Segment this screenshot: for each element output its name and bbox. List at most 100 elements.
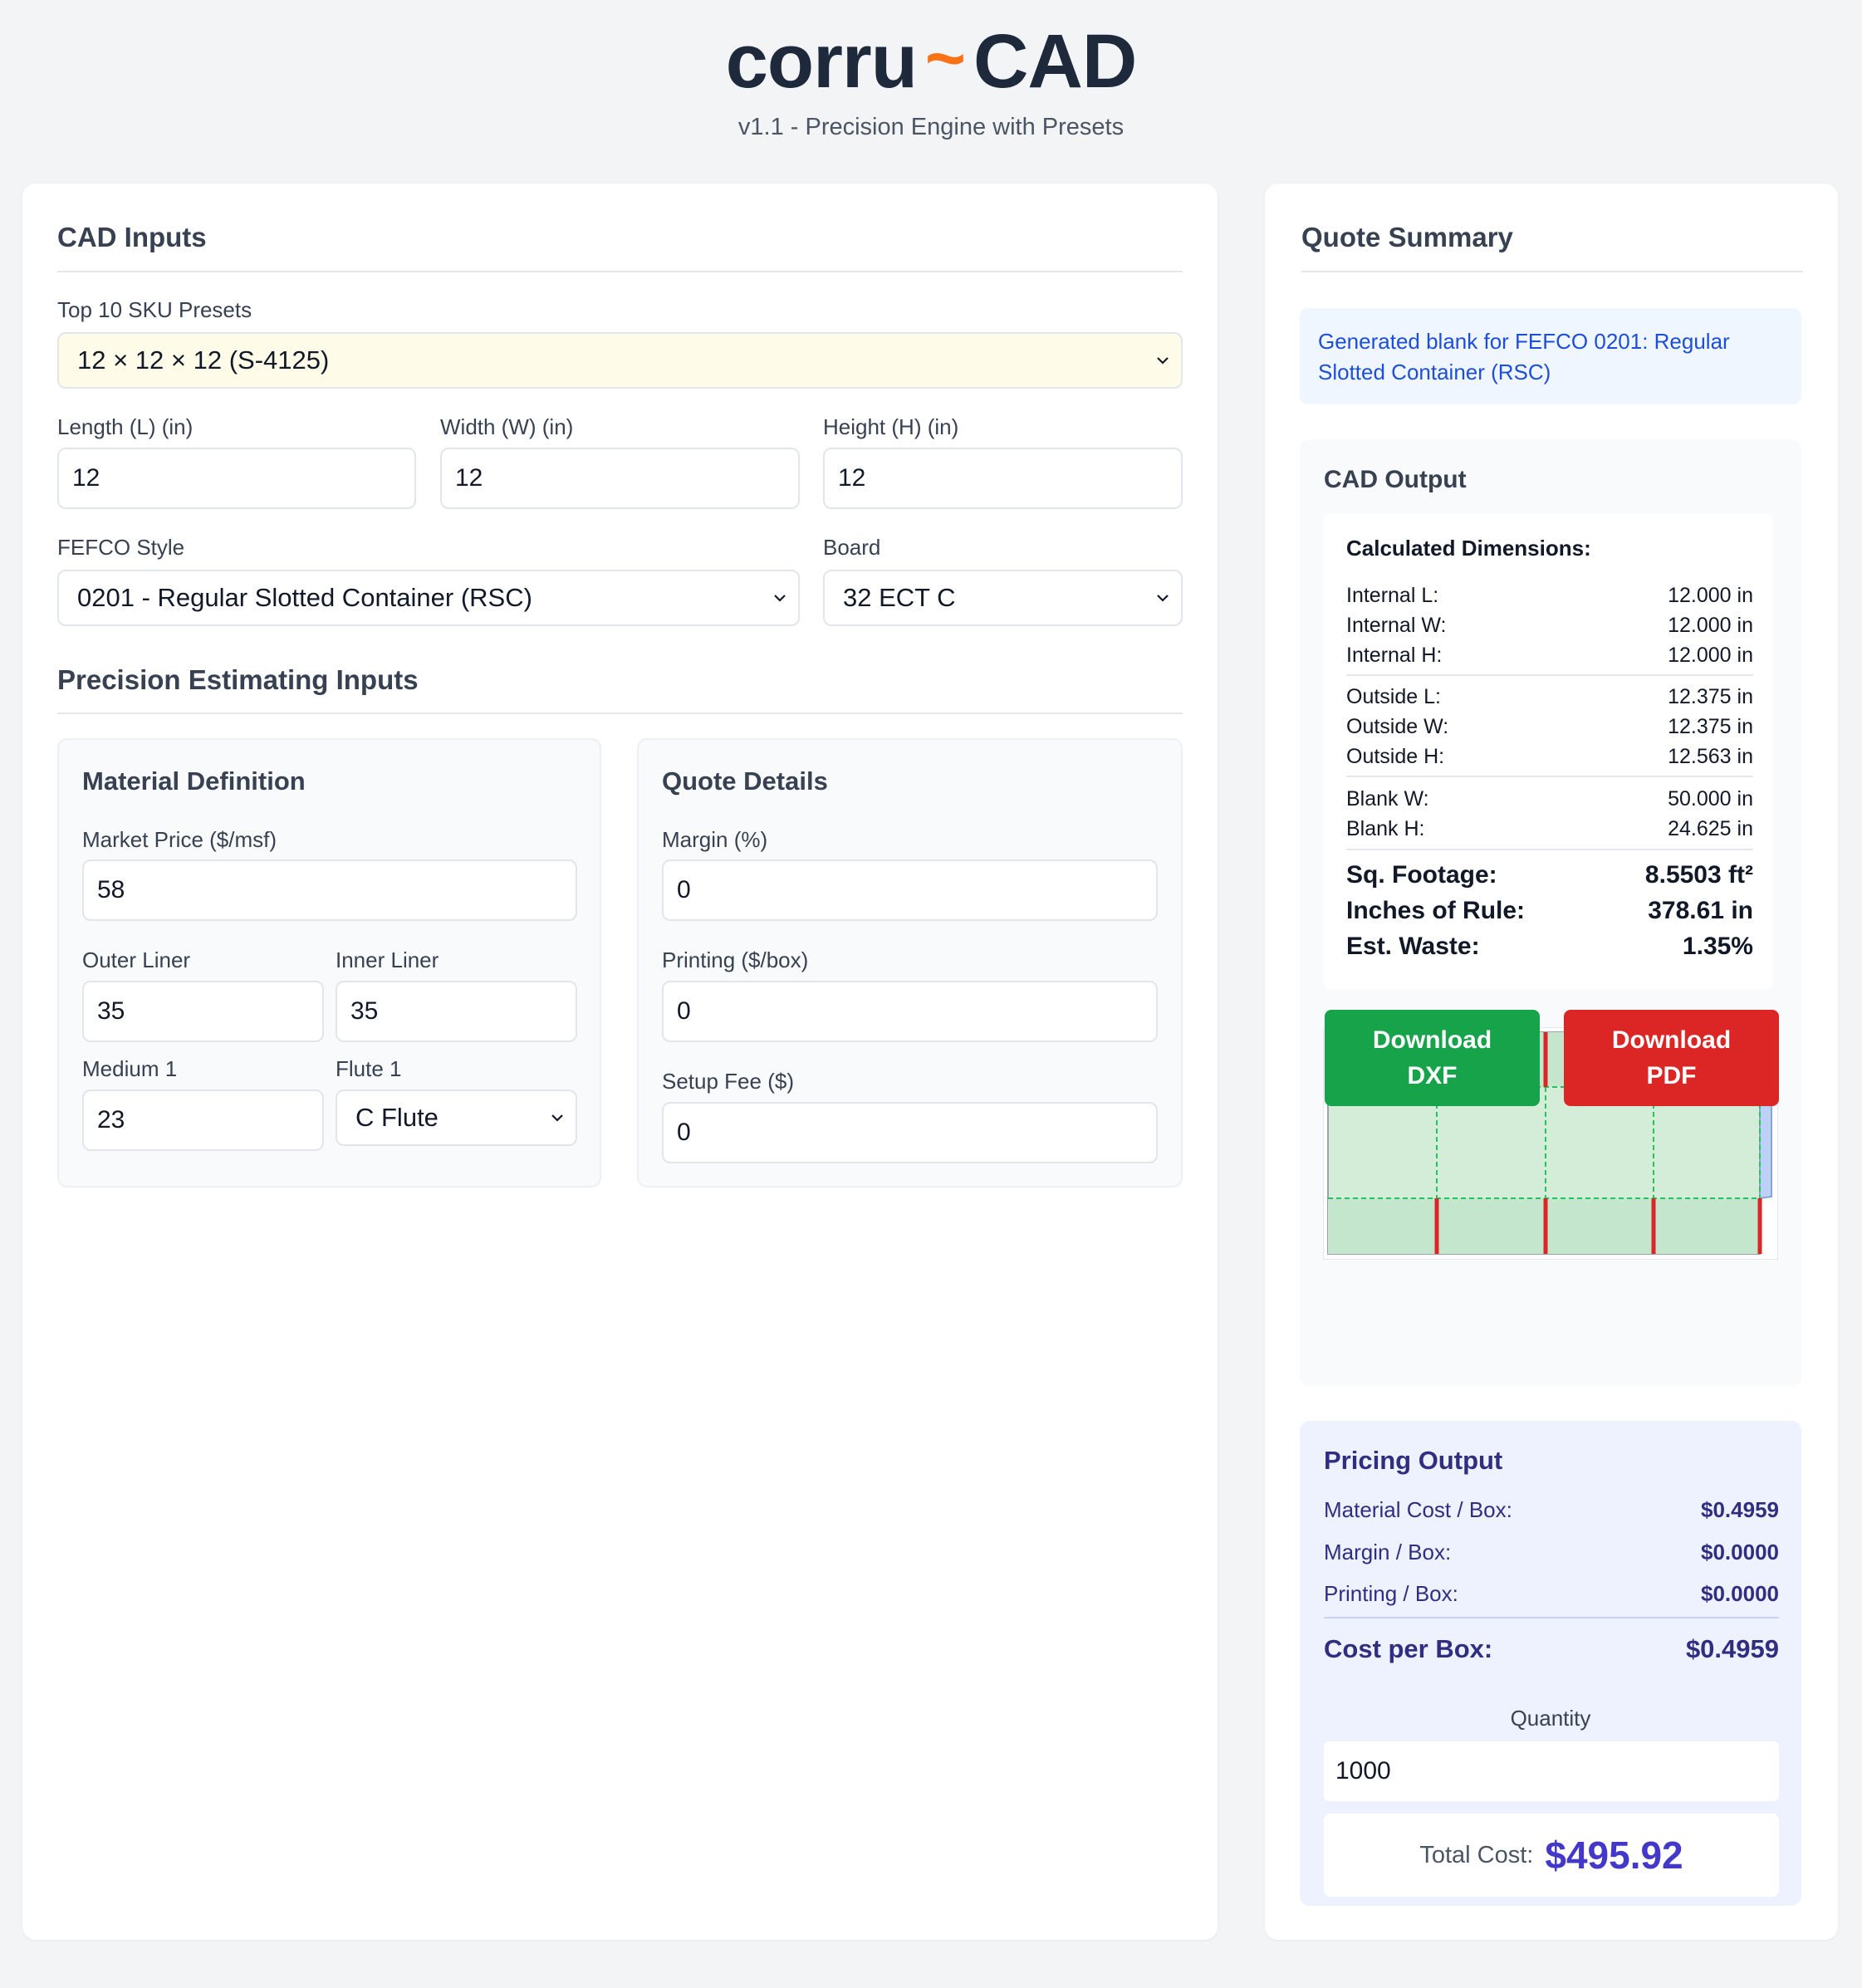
logo-text-right: CAD <box>973 19 1137 104</box>
total-cost-box: Total Cost: $495.92 <box>1324 1814 1779 1897</box>
flute-label: Flute 1 <box>336 1056 402 1081</box>
divider <box>1301 271 1803 272</box>
dim-row: Internal H: 12.000 in <box>1346 644 1753 668</box>
dim-row: Blank W: 50.000 in <box>1346 787 1753 811</box>
price-value: $0.0000 <box>1701 1540 1779 1564</box>
dim-row: Outside H: 12.563 in <box>1346 745 1753 769</box>
logo-tilde: ~ <box>924 19 966 97</box>
dim-label: Internal H: <box>1346 644 1443 667</box>
board-select-value: 32 ECT C <box>843 583 956 612</box>
dim-value: 1.35% <box>1682 933 1753 960</box>
est-waste-row: Est. Waste: 1.35% <box>1346 933 1753 961</box>
dim-value: 12.563 in <box>1668 745 1753 768</box>
inner-liner-input[interactable]: 35 <box>336 981 577 1042</box>
dim-value: 12.000 in <box>1668 614 1753 637</box>
dim-value: 12.000 in <box>1668 584 1753 607</box>
width-label: Width (W) (in) <box>440 414 574 439</box>
margin-input[interactable]: 0 <box>662 859 1158 921</box>
cad-inputs-title: CAD Inputs <box>57 222 207 252</box>
precision-title: Precision Estimating Inputs <box>57 664 419 695</box>
divider <box>57 712 1183 714</box>
market-price-input[interactable]: 58 <box>82 859 577 921</box>
dim-value: 50.000 in <box>1668 787 1753 810</box>
chevron-down-icon <box>1157 357 1169 365</box>
download-pdf-button[interactable]: Download PDF <box>1564 1010 1779 1106</box>
divider <box>1346 776 1753 777</box>
height-label: Height (H) (in) <box>823 414 959 439</box>
price-value: $0.0000 <box>1701 1581 1779 1606</box>
market-price-label: Market Price ($/msf) <box>82 827 277 852</box>
material-cost-row: Material Cost / Box: $0.4959 <box>1324 1497 1779 1523</box>
price-label: Material Cost / Box: <box>1324 1497 1512 1522</box>
quantity-label: Quantity <box>1510 1706 1591 1731</box>
pricing-title: Pricing Output <box>1324 1446 1503 1475</box>
price-label: Printing / Box: <box>1324 1581 1458 1606</box>
price-label: Margin / Box: <box>1324 1540 1452 1564</box>
dim-value: 12.000 in <box>1668 644 1753 667</box>
material-title: Material Definition <box>82 766 306 796</box>
dim-label: Outside H: <box>1346 745 1445 768</box>
info-message: Generated blank for FEFCO 0201: Regular … <box>1300 308 1801 404</box>
quote-summary-title: Quote Summary <box>1301 222 1513 252</box>
medium-input[interactable]: 23 <box>82 1089 324 1151</box>
calculated-dimensions-title: Calculated Dimensions: <box>1346 536 1591 561</box>
flute-select[interactable]: C Flute <box>336 1089 577 1146</box>
calculated-dimensions: Calculated Dimensions: Internal L: 12.000… <box>1323 514 1773 989</box>
dim-label: Sq. Footage: <box>1346 861 1497 889</box>
dim-label: Outside W: <box>1346 715 1449 738</box>
app-logo: corru ~ CAD <box>0 18 1862 107</box>
preset-label: Top 10 SKU Presets <box>57 297 252 322</box>
board-select[interactable]: 32 ECT C <box>823 570 1183 626</box>
download-dxf-button[interactable]: Download DXF <box>1325 1010 1540 1106</box>
sq-footage-row: Sq. Footage: 8.5503 ft² <box>1346 861 1753 889</box>
quote-details-title: Quote Details <box>662 766 828 796</box>
dim-value: 378.61 in <box>1648 897 1753 924</box>
height-input[interactable]: 12 <box>823 448 1183 509</box>
printing-row: Printing / Box: $0.0000 <box>1324 1581 1779 1607</box>
printing-label: Printing ($/box) <box>662 947 809 972</box>
setup-fee-label: Setup Fee ($) <box>662 1069 794 1094</box>
cost-per-box-label: Cost per Box: <box>1324 1634 1493 1663</box>
chevron-down-icon <box>1157 595 1169 602</box>
dim-row: Outside W: 12.375 in <box>1346 715 1753 739</box>
dim-row: Internal L: 12.000 in <box>1346 584 1753 608</box>
dim-value: 8.5503 ft² <box>1644 861 1753 889</box>
dim-row: Outside L: 12.375 in <box>1346 685 1753 709</box>
fefco-select-value: 0201 - Regular Slotted Container (RSC) <box>77 583 532 612</box>
app-subtitle: v1.1 - Precision Engine with Presets <box>737 114 1125 140</box>
chevron-down-icon <box>551 1114 563 1122</box>
printing-input[interactable]: 0 <box>662 981 1158 1042</box>
cost-per-box-value: $0.4959 <box>1685 1634 1779 1663</box>
preset-select-value: 12 × 12 × 12 (S-4125) <box>77 345 330 375</box>
preset-select[interactable]: 12 × 12 × 12 (S-4125) <box>57 332 1183 389</box>
dim-label: Internal L: <box>1346 584 1439 607</box>
dim-label: Inches of Rule: <box>1346 897 1526 924</box>
divider <box>57 271 1183 272</box>
price-value: $0.4959 <box>1701 1497 1779 1522</box>
board-label: Board <box>823 535 881 560</box>
outer-liner-input[interactable]: 35 <box>82 981 324 1042</box>
dim-value: 12.375 in <box>1668 715 1753 738</box>
cost-per-box-row: Cost per Box: $0.4959 <box>1324 1634 1779 1664</box>
chevron-down-icon <box>774 595 786 602</box>
fefco-select[interactable]: 0201 - Regular Slotted Container (RSC) <box>57 570 800 626</box>
divider <box>1346 849 1753 850</box>
dim-row: Internal W: 12.000 in <box>1346 614 1753 638</box>
dim-label: Internal W: <box>1346 614 1447 637</box>
cad-inputs-card: CAD Inputs Top 10 SKU Presets 12 × 12 × … <box>22 184 1218 1940</box>
width-input[interactable]: 12 <box>440 448 800 509</box>
setup-fee-input[interactable]: 0 <box>662 1102 1158 1163</box>
inner-liner-label: Inner Liner <box>336 947 439 972</box>
divider <box>1324 1617 1779 1618</box>
pricing-output-panel: Pricing Output Material Cost / Box: $0.49… <box>1300 1421 1801 1906</box>
app-header: corru ~ CAD v1.1 - Precision Engine with P… <box>0 18 1862 141</box>
quantity-input[interactable]: 1000 <box>1324 1741 1779 1801</box>
divider <box>1346 674 1753 676</box>
outer-liner-label: Outer Liner <box>82 947 191 972</box>
inches-of-rule-row: Inches of Rule: 378.61 in <box>1346 897 1753 925</box>
dim-value: 24.625 in <box>1668 817 1753 840</box>
cad-output-panel: CAD Output Calculated Dimensions: Intern… <box>1300 439 1801 1386</box>
medium-label: Medium 1 <box>82 1056 178 1081</box>
length-input[interactable]: 12 <box>57 448 416 509</box>
total-cost-label: Total Cost: <box>1419 1841 1534 1868</box>
